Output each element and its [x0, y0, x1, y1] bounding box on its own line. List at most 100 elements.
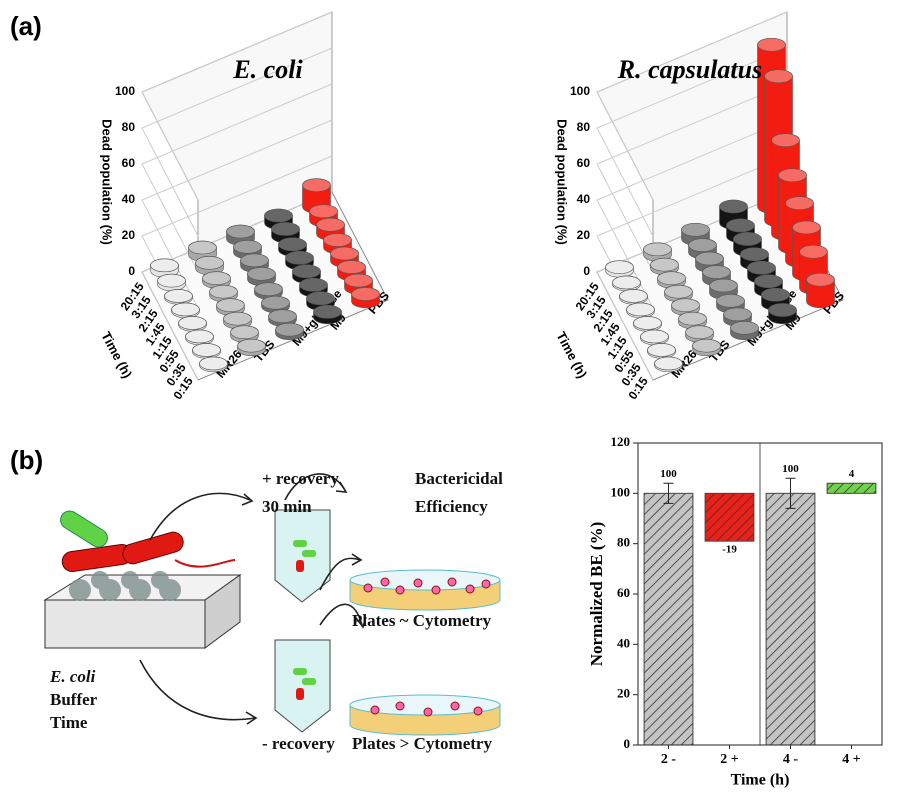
- bar-3d: [769, 304, 797, 324]
- bar-top: [720, 200, 748, 213]
- flagellum: [175, 560, 235, 567]
- y-tick-label: 80: [617, 535, 630, 550]
- label: 30 min: [262, 497, 312, 516]
- value-label: 100: [660, 468, 677, 480]
- bar-top: [255, 283, 283, 296]
- y-tick-label: 0: [624, 736, 631, 751]
- bar-top: [734, 232, 762, 245]
- bar-3d: [807, 273, 835, 308]
- bar-top: [345, 274, 373, 287]
- y-tick-label: 20: [122, 228, 136, 242]
- bar-top: [682, 223, 710, 236]
- bacterium: [61, 543, 133, 573]
- y-tick-label: 40: [577, 192, 591, 206]
- bar-top: [158, 274, 186, 287]
- bar-top: [689, 239, 717, 252]
- bar: [827, 483, 876, 493]
- bar-3d: [193, 343, 221, 358]
- bar-top: [641, 330, 669, 343]
- bar-top: [331, 247, 359, 260]
- bar-top: [227, 225, 255, 238]
- bar-top: [658, 272, 686, 285]
- bar-top: [755, 275, 783, 288]
- value-label: -19: [722, 544, 737, 556]
- bar-top: [769, 304, 797, 317]
- bar-top: [717, 294, 745, 307]
- bar-top: [186, 330, 214, 343]
- value-label: 100: [782, 463, 799, 475]
- bar: [644, 493, 693, 745]
- x-axis-title: Time (h): [731, 772, 790, 789]
- label: Plates ~ Cytometry: [352, 611, 492, 630]
- bar-top: [172, 303, 200, 316]
- bar-top: [644, 243, 672, 256]
- x-axis-title: Time (h): [98, 329, 135, 380]
- bar-top: [286, 251, 314, 264]
- label: Buffer: [50, 690, 98, 709]
- panel-label: (a): [10, 11, 42, 41]
- bar-top: [786, 197, 814, 210]
- label: Bactericidal: [415, 469, 503, 488]
- y-tick-label: 60: [617, 585, 630, 600]
- bar-3d: [634, 316, 662, 331]
- bar-top: [217, 299, 245, 312]
- bar-3d: [613, 276, 641, 291]
- bar-3d: [655, 357, 683, 372]
- bar-top: [293, 265, 321, 278]
- bar-top: [231, 326, 259, 339]
- bar-top: [665, 285, 693, 298]
- bar-3d: [693, 339, 721, 356]
- x-tick-label: 2 -: [661, 752, 677, 767]
- bar-top: [679, 312, 707, 325]
- bar-top: [151, 259, 179, 272]
- arrow: [150, 493, 250, 540]
- bar-top: [300, 278, 328, 291]
- bar-top: [179, 316, 207, 329]
- bar-top: [651, 258, 679, 271]
- label: Time: [50, 713, 88, 732]
- bar-top: [748, 261, 776, 274]
- bar-top: [793, 221, 821, 234]
- bar-top: [269, 310, 297, 323]
- figure: (a) (b): [0, 0, 901, 795]
- bar-top: [238, 339, 266, 352]
- y-tick-label: 60: [577, 156, 591, 170]
- bar-3d: [200, 357, 228, 372]
- bar-3d: [172, 303, 200, 318]
- bar-top: [303, 179, 331, 192]
- petri-dish: [350, 695, 500, 735]
- bar-3d: [627, 303, 655, 318]
- bar-3d: [276, 323, 304, 340]
- bar: [766, 493, 815, 745]
- bacterium: [57, 508, 111, 551]
- bar-top: [224, 312, 252, 325]
- bar-top: [310, 205, 338, 218]
- slab-front: [45, 600, 205, 648]
- label: E. coli: [49, 667, 96, 686]
- y-tick-label: 100: [611, 484, 631, 499]
- y-axis-title: Normalized BE (%): [587, 522, 606, 666]
- bar-3d: [238, 339, 266, 356]
- bar-top: [272, 223, 300, 236]
- bar-top: [696, 252, 724, 265]
- bar-top: [314, 305, 342, 318]
- bar-3d: [648, 343, 676, 358]
- bar-top: [758, 38, 786, 51]
- y-tick-label: 0: [583, 264, 590, 278]
- bar-top: [727, 219, 755, 232]
- y-tick-label: 80: [122, 120, 136, 134]
- bar-top: [686, 326, 714, 339]
- bar-top: [265, 209, 293, 222]
- y-tick-label: 100: [570, 84, 590, 98]
- bar-top: [338, 261, 366, 274]
- bar-top: [634, 316, 662, 329]
- y-tick-label: 60: [122, 156, 136, 170]
- bar-top: [165, 289, 193, 302]
- bar-top: [620, 289, 648, 302]
- y-tick-label: 20: [617, 686, 630, 701]
- bar-3d: [352, 288, 380, 308]
- bar-3d: [179, 316, 207, 331]
- y-tick-label: 80: [577, 120, 591, 134]
